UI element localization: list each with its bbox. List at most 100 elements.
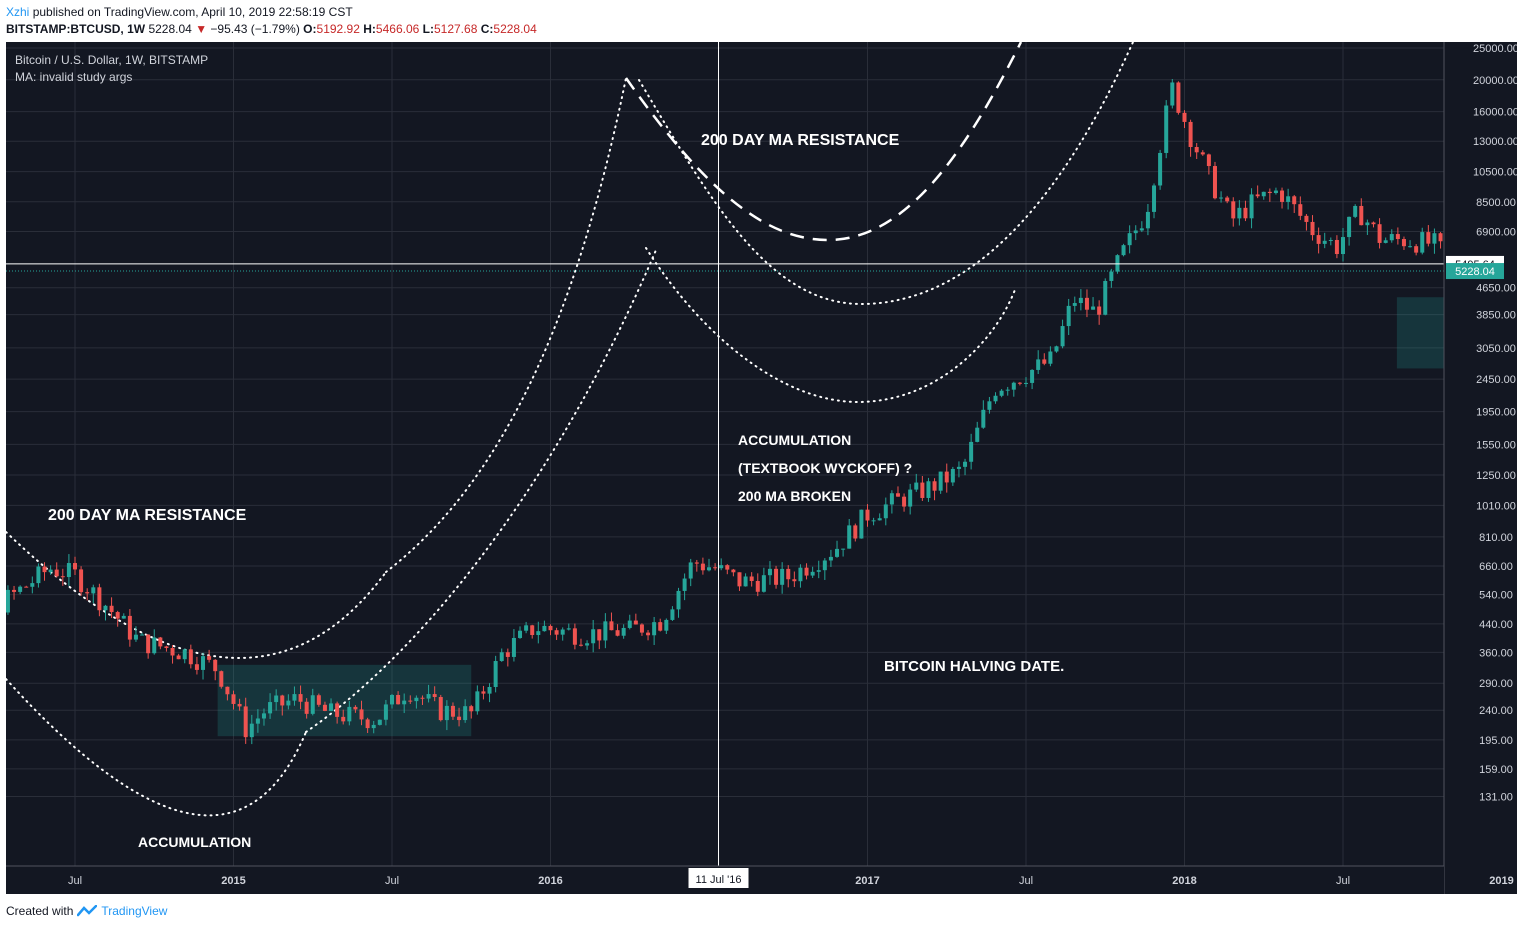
candle-body bbox=[1383, 240, 1388, 243]
candle-body bbox=[1188, 121, 1193, 148]
candle-body bbox=[1243, 207, 1248, 219]
candle-body bbox=[1414, 246, 1419, 253]
support-arc-right bbox=[645, 247, 1017, 404]
low-value: 5127.68 bbox=[433, 22, 478, 36]
candle-body bbox=[1359, 205, 1364, 226]
candle-body bbox=[329, 703, 334, 711]
candle-body bbox=[42, 566, 47, 573]
candle-body bbox=[280, 695, 285, 706]
time-tick-label: Jul bbox=[1019, 875, 1033, 887]
publish-text: published on TradingView.com, April 10, … bbox=[32, 5, 353, 19]
price-tick-label: 131.00 bbox=[1479, 792, 1513, 804]
candle-body bbox=[536, 631, 541, 636]
candle-body bbox=[426, 694, 431, 699]
candle-body bbox=[682, 578, 687, 591]
legend-study: MA: invalid study args bbox=[15, 70, 132, 84]
candle-body bbox=[1341, 237, 1345, 255]
candle-body bbox=[548, 625, 553, 631]
candle-body bbox=[1097, 306, 1102, 315]
candle-body bbox=[60, 576, 65, 578]
candle-body bbox=[146, 634, 151, 654]
candle-body bbox=[164, 646, 169, 649]
candle-body bbox=[1139, 228, 1144, 231]
candle-body bbox=[48, 569, 53, 573]
price-tick-label: 3050.00 bbox=[1476, 343, 1516, 355]
candle-body bbox=[853, 525, 858, 539]
candle-body bbox=[1030, 369, 1035, 383]
candle-body bbox=[908, 489, 913, 507]
candle-body bbox=[1200, 152, 1205, 155]
high-label: H: bbox=[363, 22, 376, 36]
author-link[interactable]: Xzhi bbox=[6, 5, 30, 19]
candle-body bbox=[377, 719, 382, 725]
candle-body bbox=[1060, 326, 1065, 347]
candle-body bbox=[505, 652, 510, 657]
candle-body bbox=[1237, 207, 1242, 219]
candle-body bbox=[993, 395, 998, 402]
price-change: −95.43 (−1.79%) bbox=[210, 22, 300, 36]
candle-body bbox=[1273, 190, 1278, 194]
candle-body bbox=[889, 493, 894, 505]
candle-body bbox=[243, 706, 248, 738]
candle-body bbox=[707, 567, 711, 571]
candle-body bbox=[1255, 194, 1260, 197]
candle-body bbox=[664, 619, 669, 631]
candle-body bbox=[231, 694, 236, 704]
annotation-resistance-top: 200 DAY MA RESISTANCE bbox=[701, 132, 900, 149]
candle-body bbox=[749, 576, 754, 581]
price-tick-label: 1250.00 bbox=[1476, 470, 1516, 482]
candle-body bbox=[621, 627, 626, 636]
candle-body bbox=[828, 556, 833, 561]
candle-body bbox=[207, 656, 212, 660]
candle-body bbox=[1389, 234, 1394, 241]
candle-body bbox=[1328, 239, 1333, 241]
candle-body bbox=[1103, 280, 1108, 315]
candle-body bbox=[133, 634, 138, 640]
low-label: L: bbox=[422, 22, 434, 36]
annotation-halving: BITCOIN HALVING DATE. bbox=[884, 658, 1064, 675]
candle-body bbox=[920, 482, 925, 498]
candle-body bbox=[1194, 147, 1199, 153]
candle-body bbox=[1304, 215, 1309, 222]
candle-body bbox=[396, 694, 401, 705]
tradingview-brand[interactable]: TradingView bbox=[101, 904, 168, 918]
candle-body bbox=[865, 509, 870, 521]
chart-panel[interactable]: 200 DAY MA RESISTANCE 200 DAY MA RESISTA… bbox=[0, 41, 1522, 894]
candle-body bbox=[591, 629, 596, 644]
candle-body bbox=[1206, 154, 1211, 167]
candle-body bbox=[1145, 211, 1150, 229]
price-tick-label: 6900.00 bbox=[1476, 226, 1516, 238]
candle-body bbox=[1115, 255, 1120, 272]
close-value: 5228.04 bbox=[493, 22, 537, 36]
candle-body bbox=[1420, 232, 1425, 253]
candle-body bbox=[1225, 197, 1230, 202]
close-label: C: bbox=[480, 22, 494, 36]
candle-body bbox=[1152, 185, 1157, 212]
price-chart[interactable]: 200 DAY MA RESISTANCE 200 DAY MA RESISTA… bbox=[0, 41, 1522, 894]
candle-body bbox=[481, 691, 486, 694]
price-tick-label: 25000.00 bbox=[1473, 43, 1517, 55]
candle-body bbox=[969, 441, 974, 462]
price-tick-label: 20000.00 bbox=[1473, 75, 1517, 87]
legend-title: Bitcoin / U.S. Dollar, 1W, BITSTAMP bbox=[15, 53, 208, 67]
candle-body bbox=[219, 671, 224, 687]
candle-body bbox=[932, 481, 937, 491]
candle-body bbox=[1048, 351, 1053, 364]
price-tick-label: 10500.00 bbox=[1473, 167, 1517, 179]
candle-body bbox=[438, 697, 443, 721]
candle-body bbox=[1408, 246, 1413, 248]
candle-body bbox=[444, 705, 449, 721]
resistance-arc-right bbox=[638, 41, 1134, 306]
candle-body bbox=[755, 580, 760, 592]
price-tick-label: 16000.00 bbox=[1473, 107, 1517, 119]
candle-body bbox=[341, 716, 346, 722]
candle-body bbox=[182, 649, 187, 660]
candle-body bbox=[938, 471, 943, 491]
candle-body bbox=[298, 694, 303, 702]
time-tick-label: Jul bbox=[1336, 875, 1350, 887]
price-tick-label: 1550.00 bbox=[1476, 439, 1516, 451]
annotation-wyckoff: (TEXTBOOK WYCKOFF) ? bbox=[738, 460, 912, 476]
candle-body bbox=[914, 482, 919, 490]
candle-body bbox=[767, 568, 772, 576]
candle-body bbox=[566, 628, 571, 630]
